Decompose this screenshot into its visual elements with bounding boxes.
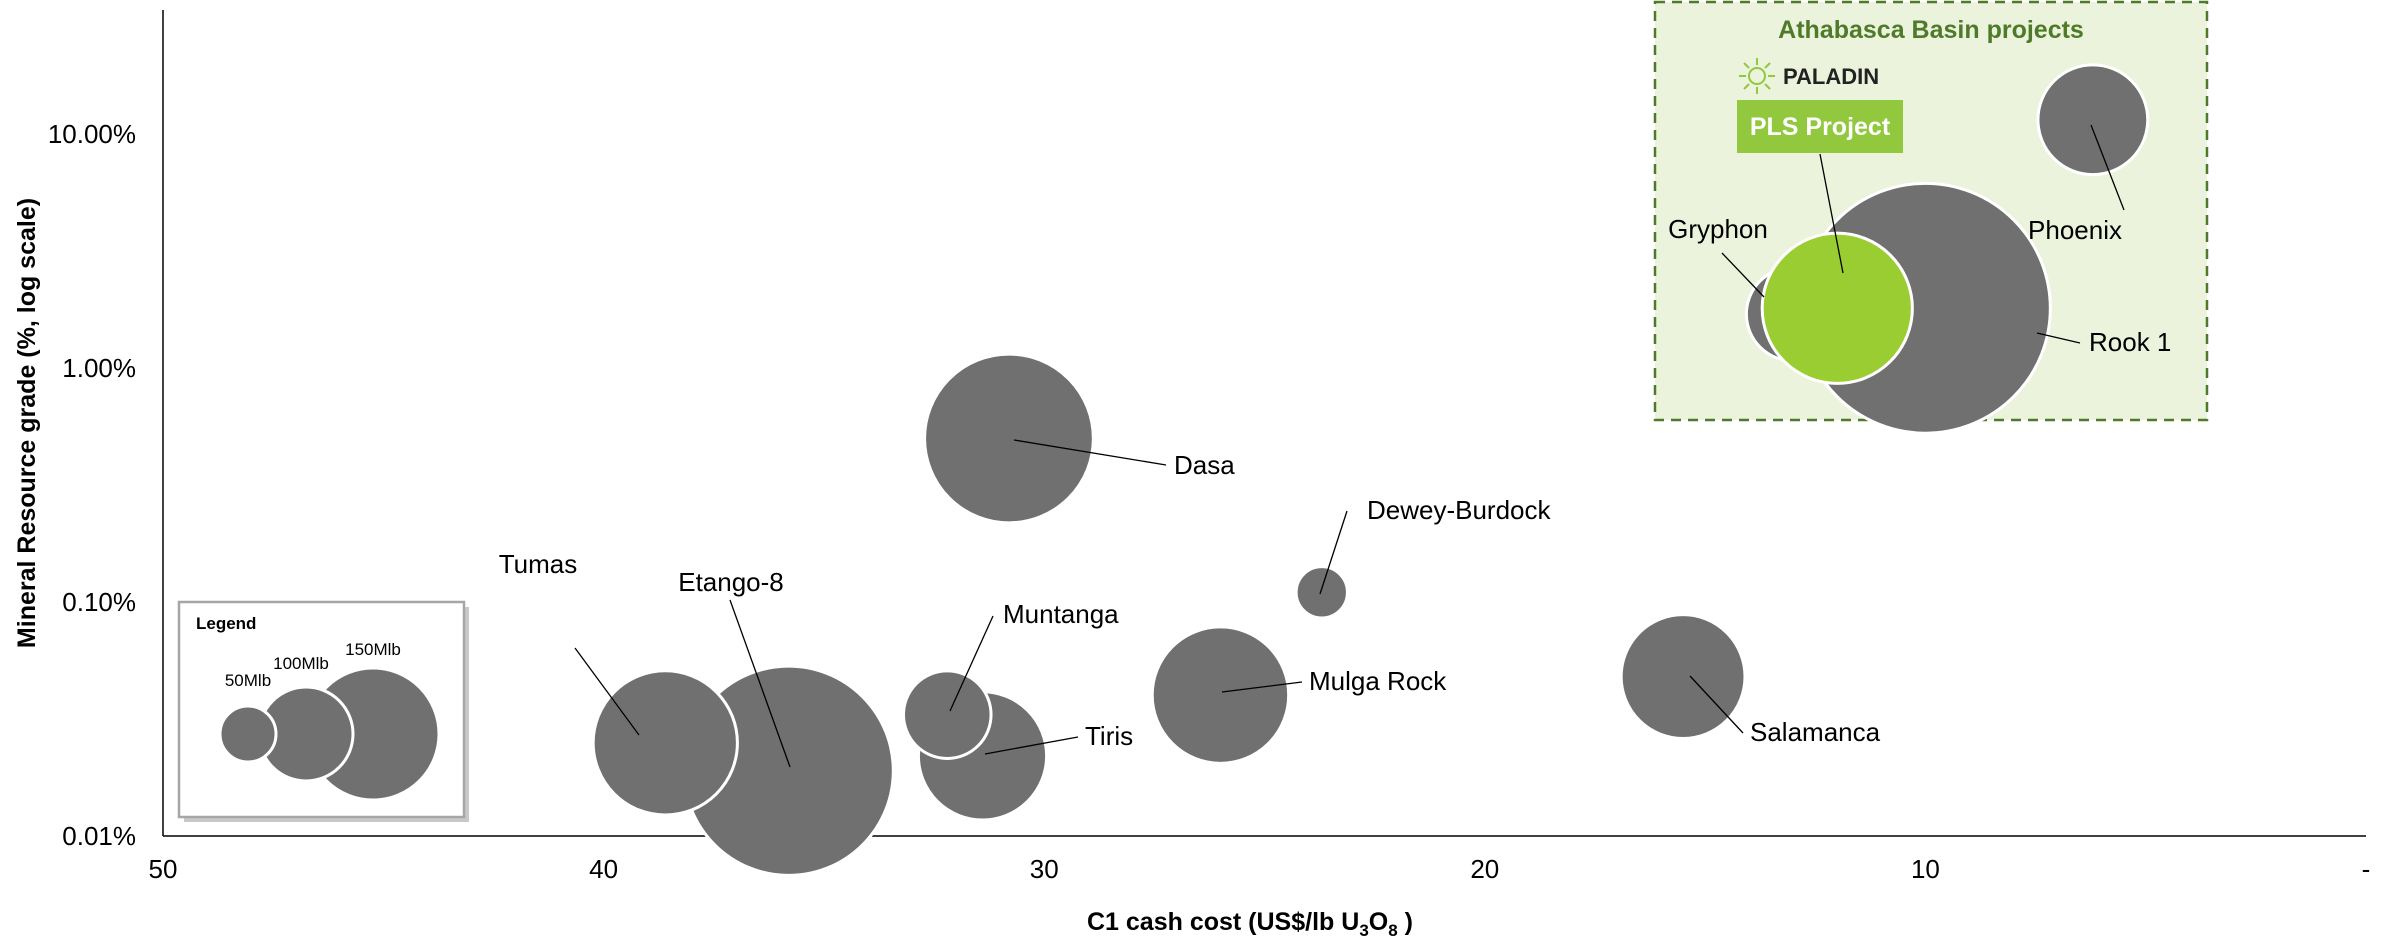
pls-project-badge-label: PLS Project xyxy=(1750,113,1891,141)
leader-line xyxy=(1319,510,1348,595)
x-axis-title-sub8: 8 xyxy=(1388,921,1397,937)
y-tick-label: 0.10% xyxy=(62,587,136,617)
x-axis-title-main: C1 cash cost (US$/lb U xyxy=(1087,908,1359,936)
x-tick-label: 20 xyxy=(1470,854,1499,884)
legend-bubble-50 xyxy=(218,704,278,764)
axes xyxy=(162,10,2366,837)
leader-line xyxy=(1689,675,1744,734)
x-tick-label: 50 xyxy=(149,854,178,884)
point-label-tumas: Tumas xyxy=(499,549,578,579)
point-label-gryphon: Gryphon xyxy=(1668,214,1768,244)
paladin-brand-text: PALADIN xyxy=(1783,64,1879,89)
bubble-mulga-rock xyxy=(1150,625,1291,765)
leader-line xyxy=(1721,252,1765,298)
x-tick-label: 30 xyxy=(1030,854,1059,884)
bubble-dasa xyxy=(923,352,1095,525)
x-tick-label: 40 xyxy=(589,854,618,884)
leader-line xyxy=(2036,332,2081,344)
y-tick-label: 10.00% xyxy=(48,119,136,149)
y-tick-label: 0.01% xyxy=(62,821,136,851)
point-label-etango-8: Etango-8 xyxy=(678,567,784,597)
legend-label-50: 50Mlb xyxy=(225,671,271,690)
bubble-dewey-burdock xyxy=(1294,565,1349,620)
bubble-salamanca xyxy=(1619,613,1747,741)
point-label-muntanga: Muntanga xyxy=(1003,599,1119,629)
leader-line xyxy=(1013,439,1167,466)
point-labels: Tumas Etango-8 Muntanga Tiris Dasa Mulga Rock… xyxy=(499,214,2172,751)
x-axis-title-o: O xyxy=(1369,908,1388,936)
point-label-dasa: Dasa xyxy=(1174,450,1235,480)
leader-line xyxy=(1221,681,1303,693)
x-tick-label: 10 xyxy=(1911,854,1940,884)
y-tick-labels: 10.00% 1.00% 0.10% 0.01% xyxy=(48,119,136,851)
leader-line xyxy=(1819,153,1844,274)
bubble-muntanga xyxy=(901,669,993,760)
point-label-phoenix: Phoenix xyxy=(2028,215,2122,245)
leader-line xyxy=(574,647,640,736)
y-axis-title: Mineral Resource grade (%, log scale) xyxy=(13,198,41,648)
paladin-sun-icon xyxy=(1739,58,1775,94)
point-label-salamanca: Salamanca xyxy=(1750,717,1881,747)
athabasca-box-title: Athabasca Basin projects xyxy=(1778,16,2084,44)
leader-line xyxy=(729,599,791,768)
bubble-phoenix xyxy=(2036,63,2150,177)
point-label-tiris: Tiris xyxy=(1085,721,1133,751)
legend-title: Legend xyxy=(196,614,256,633)
x-tick-labels: 50 40 30 20 10 - xyxy=(149,854,2371,884)
point-label-mulga-rock: Mulga Rock xyxy=(1309,666,1447,696)
x-axis-title-end: ) xyxy=(1398,908,1413,936)
legend-label-100: 100Mlb xyxy=(273,654,329,673)
x-tick-label: - xyxy=(2362,854,2371,884)
y-tick-label: 1.00% xyxy=(62,353,136,383)
bubble-pls-project xyxy=(1760,231,1914,385)
point-label-rook-1: Rook 1 xyxy=(2089,327,2171,357)
x-axis-title: C1 cash cost (US$/lb U3O8 ) xyxy=(1087,908,1413,937)
leader-line xyxy=(984,736,1079,755)
point-label-dewey-burdock: Dewey-Burdock xyxy=(1367,495,1552,525)
pls-project-badge xyxy=(1737,100,1903,153)
legend-bubbles xyxy=(218,666,441,802)
leader-lines xyxy=(574,124,2125,768)
leader-line xyxy=(2090,124,2125,211)
x-axis-title-sub3: 3 xyxy=(1359,921,1368,937)
bubbles xyxy=(591,63,2150,877)
legend-label-150: 150Mlb xyxy=(345,640,401,659)
paladin-logo: PALADIN xyxy=(1739,58,1879,94)
bubble-tumas xyxy=(591,669,739,817)
leader-line xyxy=(949,615,994,712)
legend: Legend 50Mlb 100Mlb 150Mlb xyxy=(177,600,469,822)
